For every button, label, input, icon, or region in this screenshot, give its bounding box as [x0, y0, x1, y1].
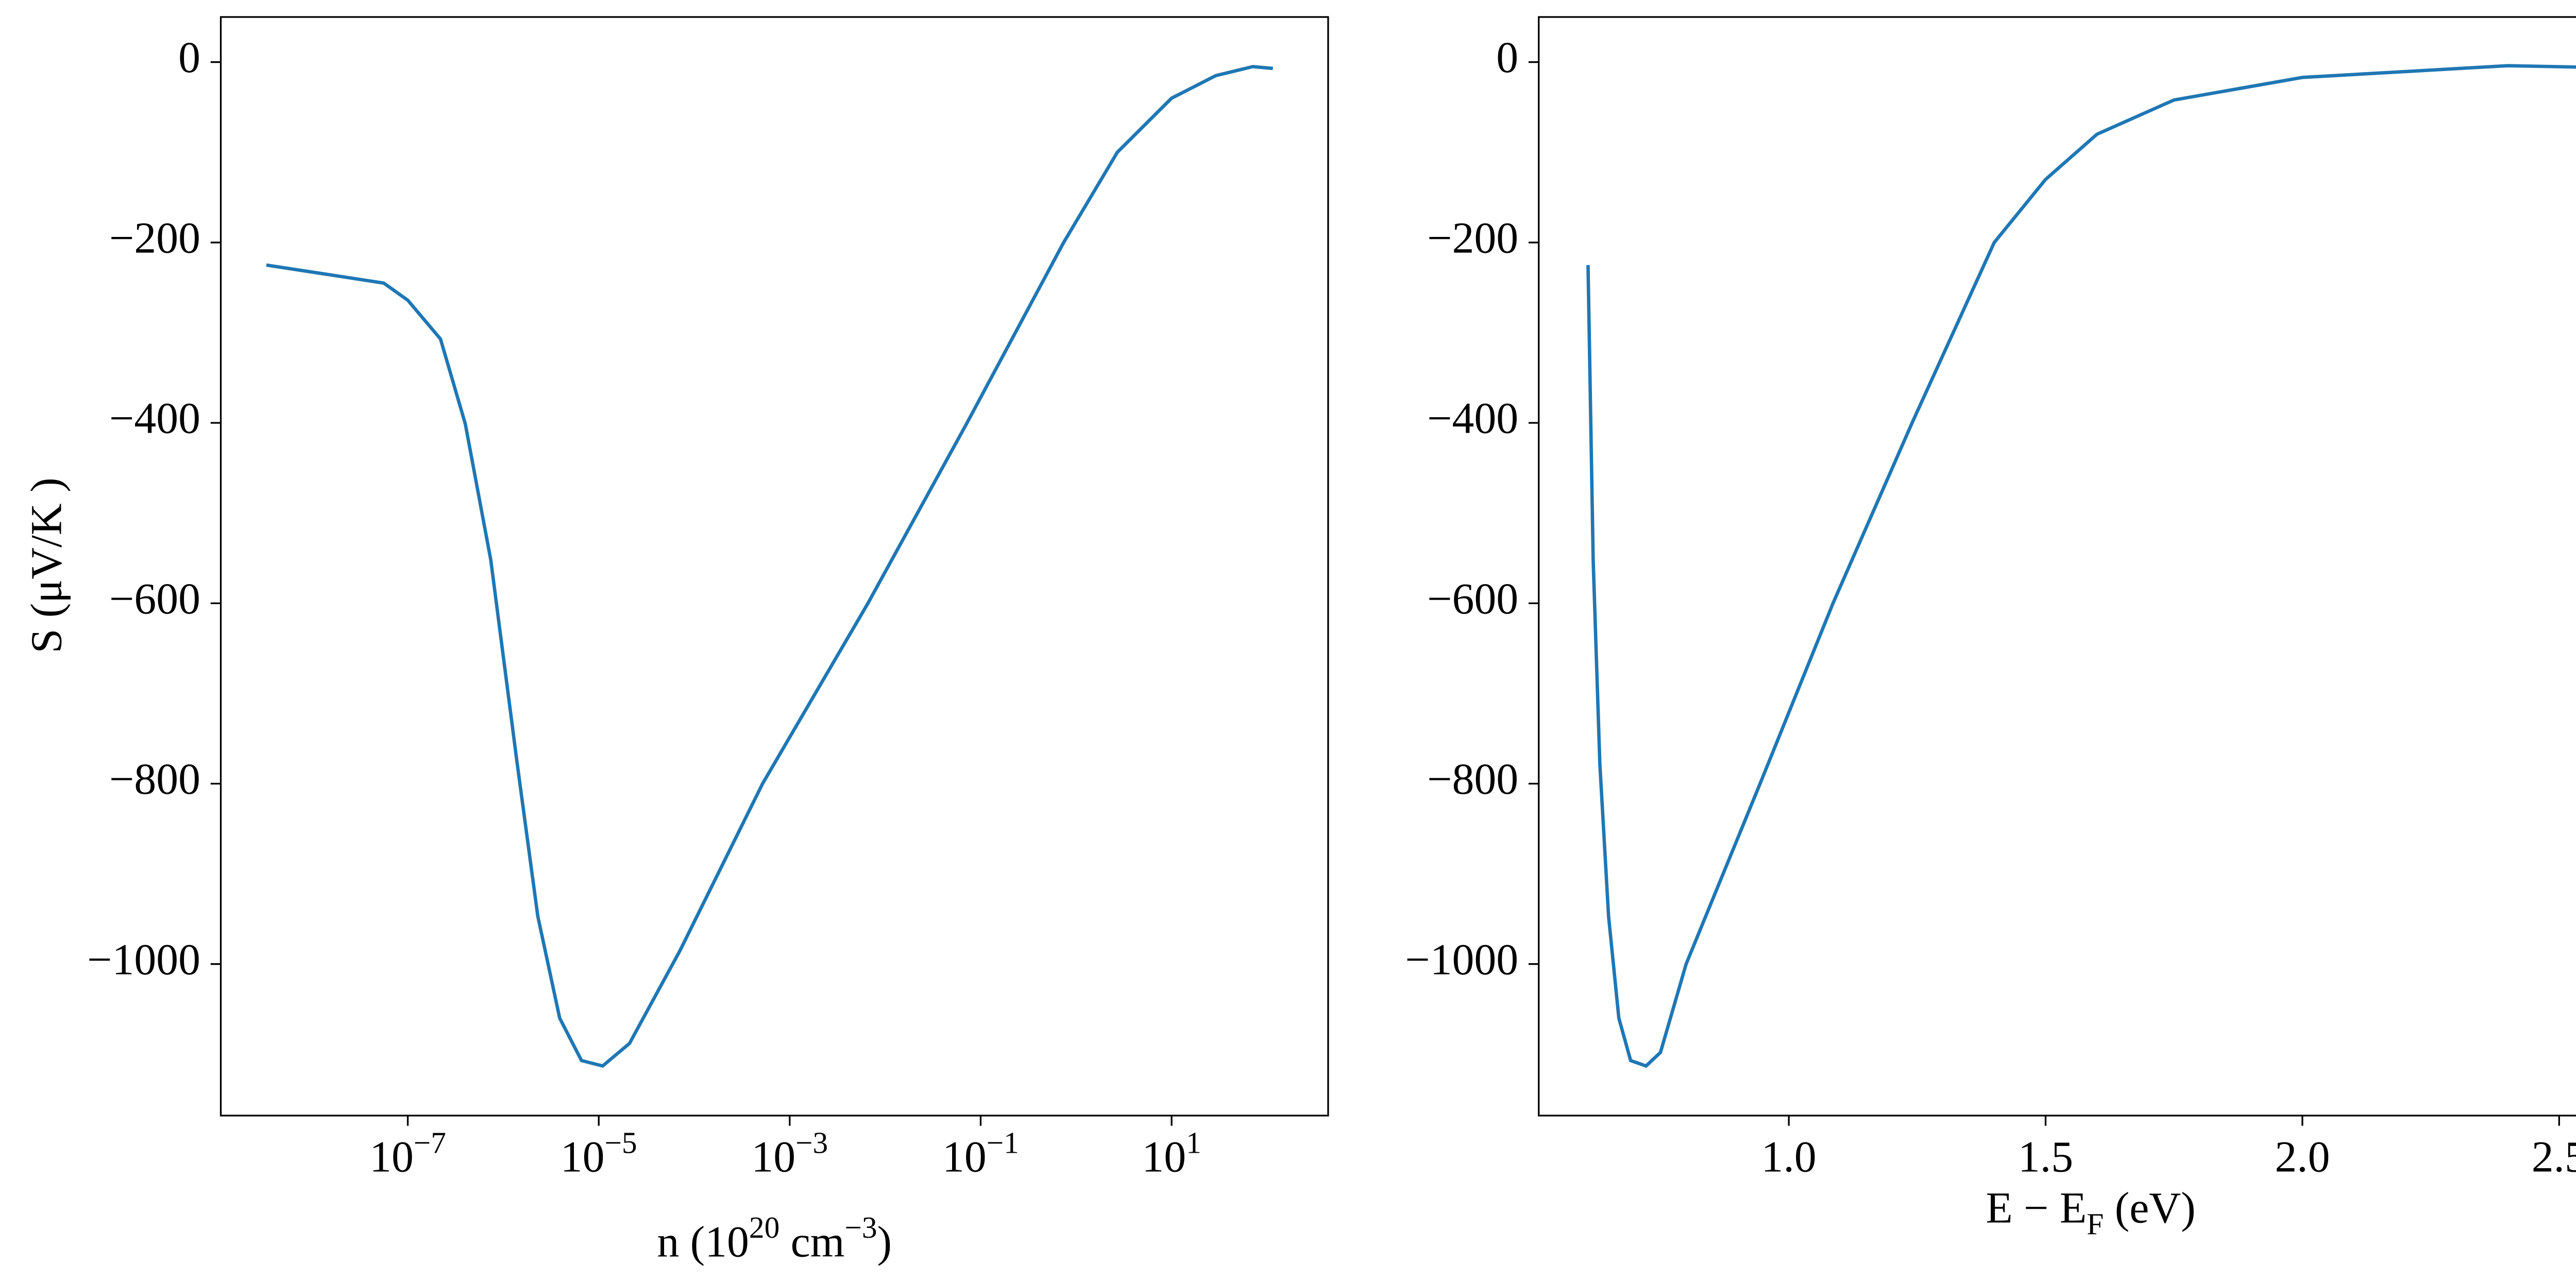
x-axis-label: E − EF (eV): [1986, 1184, 2195, 1241]
y-tick-label: −600: [1427, 574, 1518, 623]
y-tick-label: 0: [178, 33, 200, 82]
x-tick-base: 10: [942, 1133, 987, 1182]
x-tick-label: 1.0: [1761, 1133, 1817, 1182]
y-tick-label: −200: [1427, 213, 1518, 262]
x-tick-exponent: −1: [987, 1125, 1019, 1159]
y-axis-label: S (μV/K ): [22, 477, 71, 653]
x-tick-base: 2.5: [2532, 1133, 2576, 1182]
x-axis-label: n (1020 cm−3): [657, 1210, 892, 1266]
x-tick-base: 10: [751, 1133, 795, 1182]
x-label-sup: 20: [749, 1210, 779, 1244]
y-tick-label: −800: [1427, 755, 1518, 804]
y-tick-label: −400: [1427, 394, 1518, 443]
x-tick-base: 2.0: [2275, 1133, 2330, 1182]
y-tick-label: −600: [109, 574, 200, 623]
x-label-part: ): [877, 1218, 892, 1267]
x-tick-base: 1.0: [1761, 1133, 1817, 1182]
x-label-part: n (10: [657, 1218, 749, 1267]
x-tick-label: 2.0: [2275, 1133, 2330, 1182]
x-tick-base: 1.5: [2018, 1133, 2073, 1182]
x-tick-base: 10: [561, 1133, 605, 1182]
y-tick-label: −400: [109, 394, 200, 443]
x-tick-exponent: −5: [604, 1125, 637, 1159]
data-line: [1586, 64, 2576, 1068]
x-tick-base: 10: [369, 1133, 414, 1182]
plot-frame: [219, 16, 1329, 1117]
x-tick-label: 10−5: [561, 1125, 637, 1181]
x-label-part: cm: [779, 1218, 844, 1267]
x-tick-label: 1.5: [2018, 1133, 2073, 1182]
x-tick-label: 10−7: [369, 1125, 446, 1181]
y-tick-label: −800: [109, 755, 200, 804]
y-tick-label: 0: [1496, 33, 1518, 82]
x-tick-label: 10−3: [751, 1125, 828, 1181]
x-label-sup: −3: [844, 1210, 877, 1244]
x-label-sub: F: [2087, 1207, 2104, 1241]
y-tick-label: −200: [109, 213, 200, 262]
x-tick-exponent: −3: [795, 1125, 828, 1159]
x-tick-exponent: −7: [414, 1125, 446, 1159]
x-label-part: E − E: [1986, 1184, 2087, 1233]
x-tick-exponent: 1: [1186, 1125, 1201, 1159]
plot-frame: [1538, 16, 2576, 1117]
x-tick-label: 2.5: [2532, 1133, 2576, 1182]
x-tick-label: 101: [1142, 1125, 1201, 1181]
y-tick-label: −1000: [87, 935, 200, 984]
x-tick-base: 10: [1142, 1133, 1186, 1182]
x-tick-label: 10−1: [942, 1125, 1019, 1181]
data-line: [266, 65, 1273, 1068]
y-tick-label: −1000: [1405, 935, 1518, 984]
x-label-part: (eV): [2104, 1184, 2195, 1233]
